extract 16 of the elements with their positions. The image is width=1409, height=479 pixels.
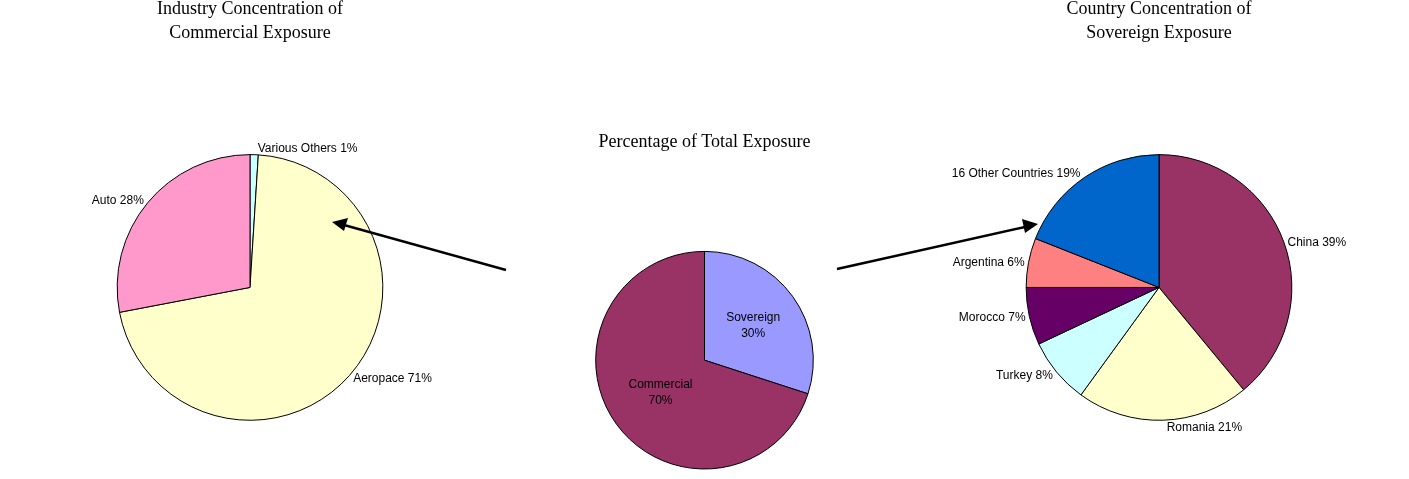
slice-label: Romania 21% — [1166, 420, 1243, 435]
slice-label: Turkey 8% — [995, 367, 1054, 382]
slice-label: Commercial — [628, 377, 693, 392]
slice-label: Auto 28% — [91, 192, 145, 207]
data-label: 30% — [741, 325, 766, 340]
slice-label: 16 Other Countries 19% — [951, 165, 1081, 180]
chart-title: Country Concentration of Sovereign Exposure — [1066, 0, 1252, 42]
slice-label: Sovereign — [726, 310, 781, 325]
slice-label: Morocco 7% — [958, 309, 1026, 324]
slice-label: Various Others 1% — [257, 140, 358, 155]
chart-title: Industry Concentration of Commercial Exposure — [157, 0, 343, 42]
chart-title: Percentage of Total Exposure — [598, 130, 811, 151]
slice-label: China 39% — [1287, 234, 1347, 249]
data-label: 70% — [648, 392, 673, 407]
slice-label: Argentina 6% — [952, 255, 1026, 270]
slice-label: Aeropace 71% — [353, 371, 433, 386]
